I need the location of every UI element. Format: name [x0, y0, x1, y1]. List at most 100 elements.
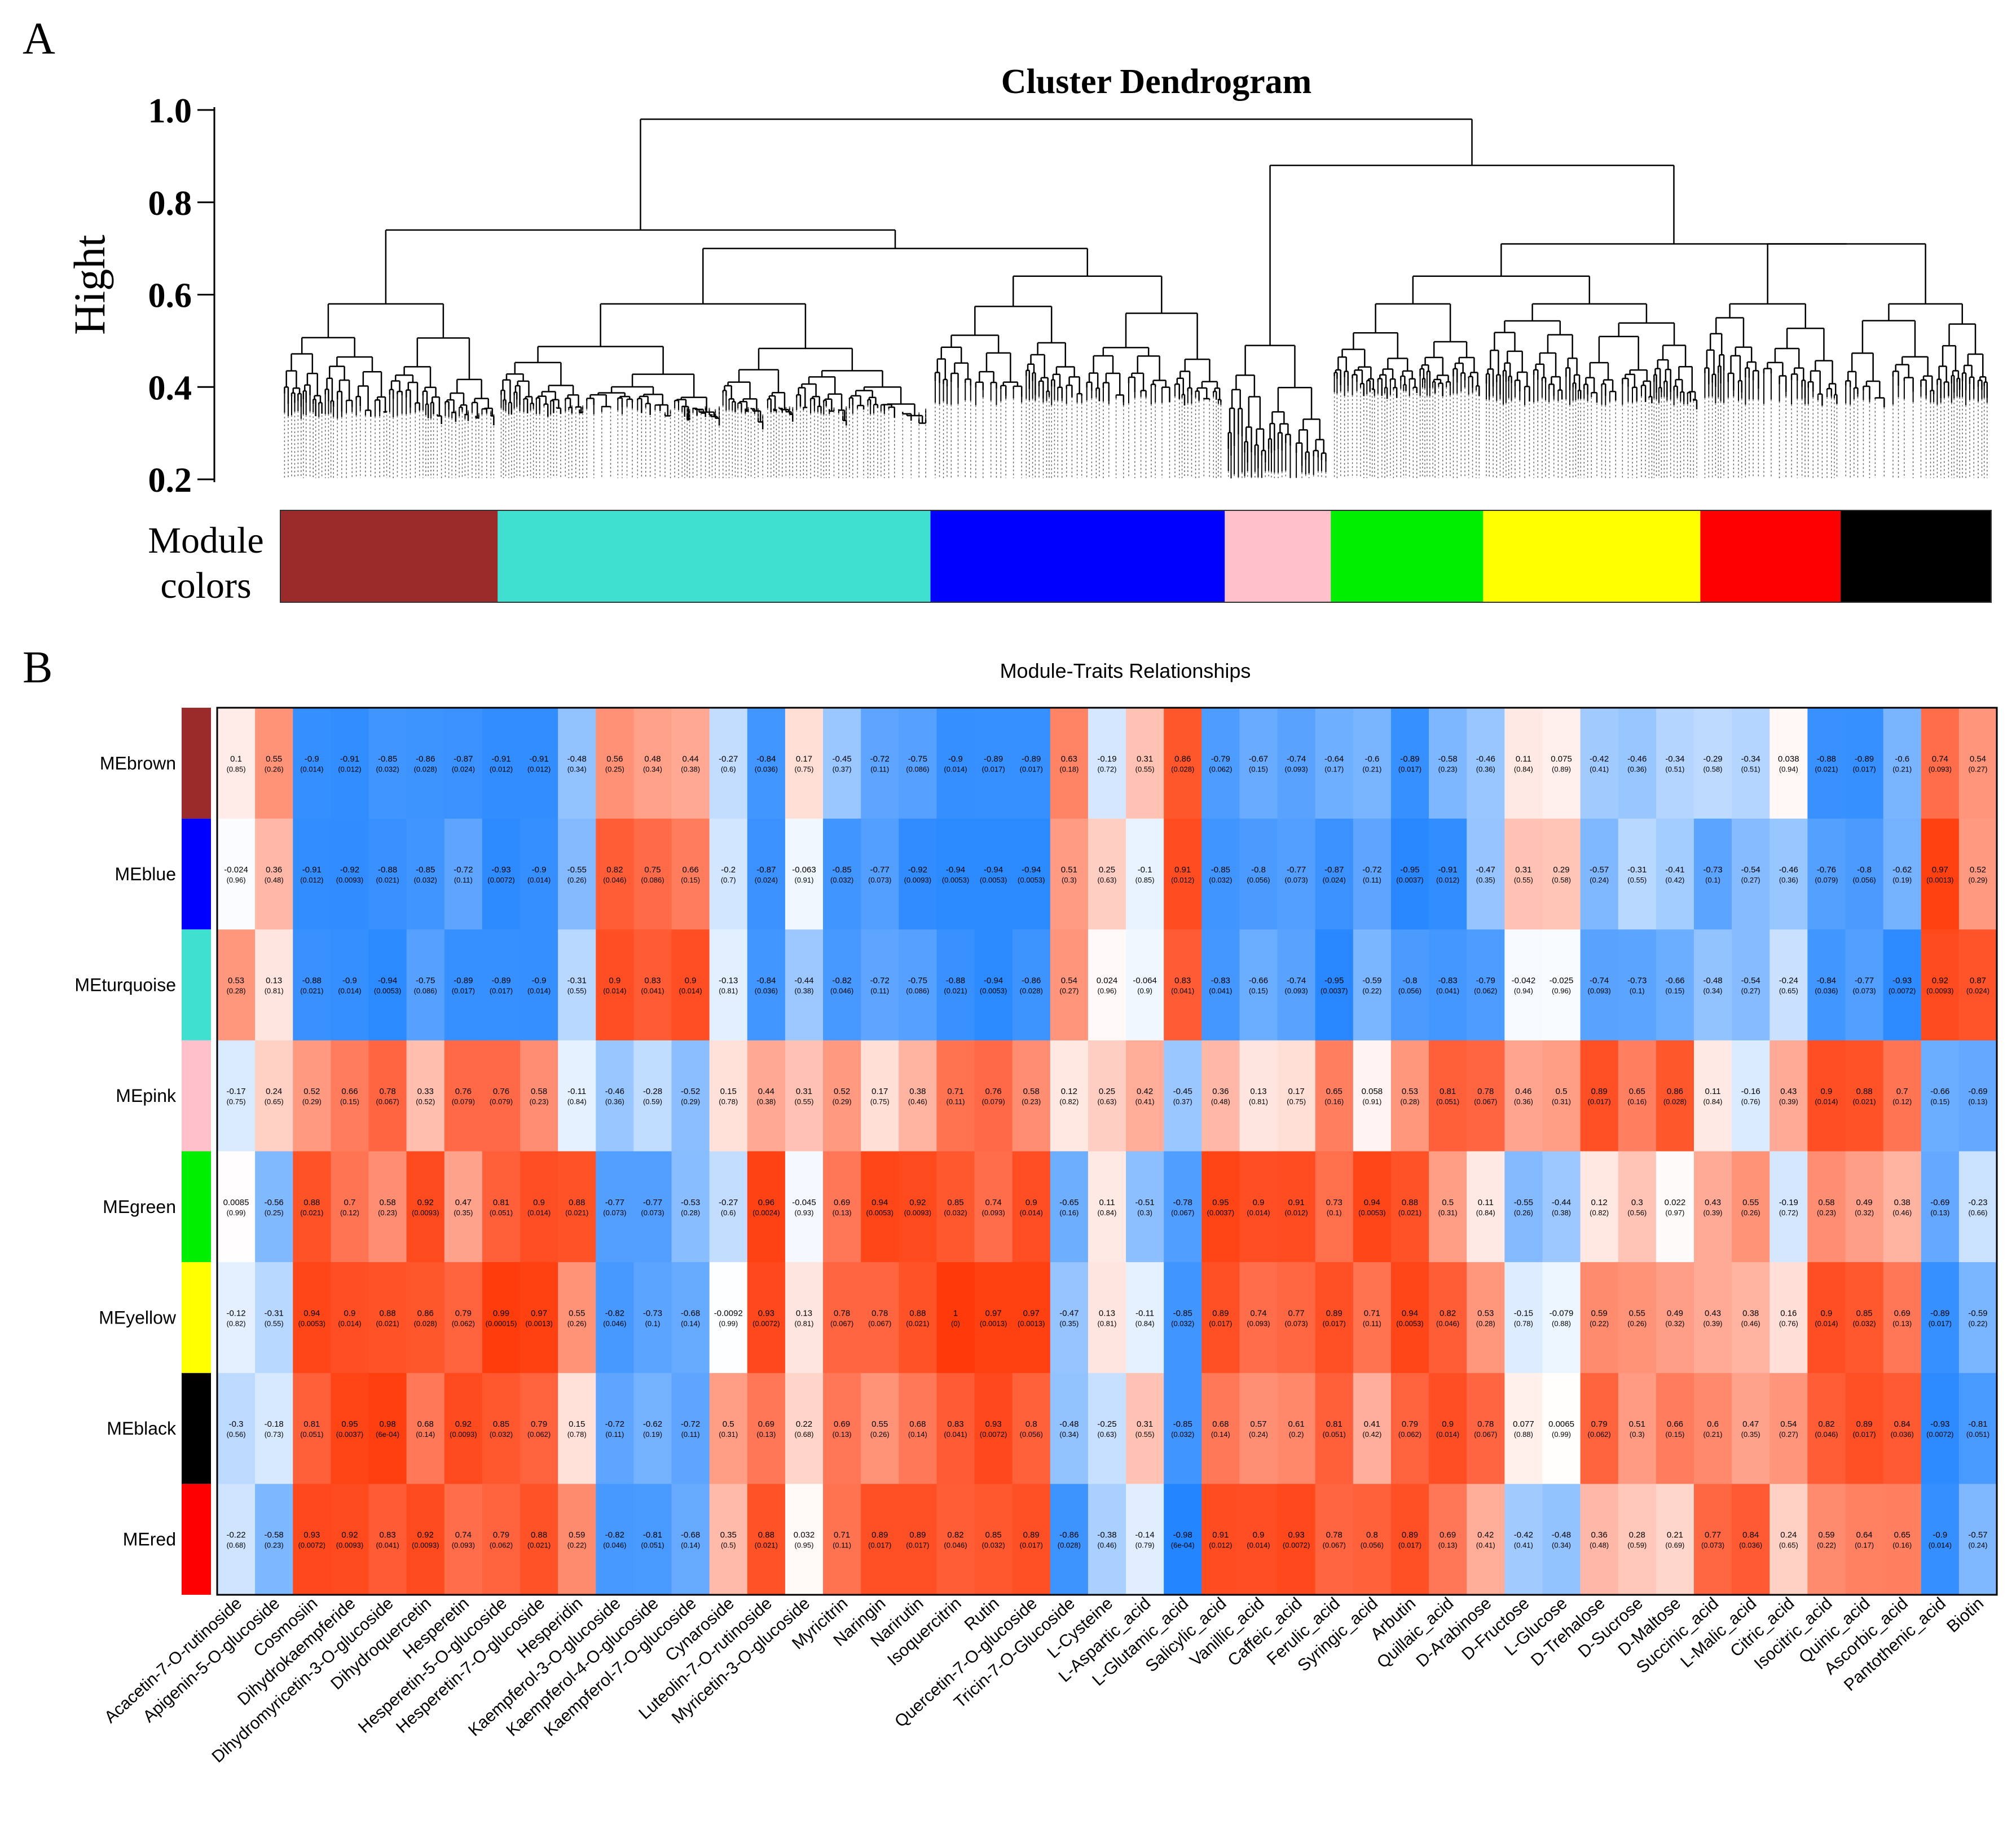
- heatmap-cell: [406, 1262, 445, 1374]
- cell-r-value: 0.5: [723, 1419, 734, 1429]
- cell-p-value: (0.0053): [1018, 876, 1045, 884]
- cell-p-value: (0.82): [227, 1319, 246, 1327]
- cell-p-value: (0.032): [1171, 1430, 1194, 1439]
- cell-r-value: -0.9: [1933, 1531, 1947, 1540]
- cell-r-value: 0.24: [1780, 1531, 1797, 1540]
- cell-p-value: (0.21): [1704, 1430, 1723, 1439]
- cell-r-value: -0.13: [719, 976, 738, 986]
- cell-p-value: (0.073): [603, 1208, 626, 1217]
- cell-p-value: (0.017): [1852, 765, 1876, 773]
- cell-r-value: 0.48: [644, 754, 661, 764]
- heatmap-cell: [1542, 1373, 1581, 1484]
- cell-p-value: (0.012): [1436, 876, 1459, 884]
- cell-p-value: (0.32): [1855, 1208, 1874, 1217]
- cell-r-value: -0.87: [756, 865, 776, 875]
- heatmap-cell: [1467, 1151, 1505, 1263]
- heatmap-cell: [1807, 1040, 1846, 1152]
- heatmap-cell: [1126, 708, 1164, 819]
- heatmap-cell: [1050, 1040, 1089, 1152]
- cell-r-value: -0.12: [226, 1308, 245, 1318]
- cell-p-value: (0.55): [1135, 1430, 1155, 1439]
- heatmap-cell: [1769, 1262, 1808, 1374]
- heatmap-cell: [368, 929, 407, 1041]
- module-bar-red: [1700, 510, 1841, 602]
- cell-p-value: (0.041): [1436, 987, 1459, 995]
- cell-p-value: (0.88): [1552, 1319, 1571, 1327]
- cell-r-value: -0.46: [1779, 865, 1798, 875]
- cell-r-value: -0.77: [1855, 976, 1874, 986]
- heatmap-cell: [1542, 1262, 1581, 1374]
- heatmap-cell: [1277, 1262, 1316, 1374]
- cell-p-value: (0.3): [1630, 1430, 1645, 1439]
- cell-p-value: (0.56): [1627, 1208, 1647, 1217]
- heatmap-cell: [1164, 1484, 1202, 1595]
- cell-r-value: 0.24: [266, 1087, 282, 1096]
- cell-p-value: (0.014): [527, 876, 551, 884]
- cell-p-value: (0.041): [1171, 987, 1194, 995]
- heatmap-cell: [1921, 1484, 1960, 1595]
- cell-p-value: (0.26): [265, 765, 284, 773]
- cell-r-value: -0.47: [1476, 865, 1495, 875]
- cell-p-value: (0.11): [681, 1430, 700, 1439]
- heatmap-cell: [331, 708, 369, 819]
- cell-p-value: (0.35): [454, 1208, 473, 1217]
- heatmap-cell: [1429, 1484, 1467, 1595]
- cell-p-value: (0.27): [1779, 1430, 1798, 1439]
- row-color-MEpink: [182, 1040, 211, 1152]
- heatmap-cell: [1353, 1484, 1392, 1595]
- cell-r-value: -0.84: [756, 754, 776, 764]
- cell-p-value: (0.017): [490, 987, 513, 995]
- cell-p-value: (0.22): [1817, 1541, 1836, 1550]
- heatmap-cell: [1164, 818, 1202, 930]
- cell-p-value: (0.017): [982, 765, 1005, 773]
- cell-p-value: (0.14): [681, 1541, 700, 1550]
- cell-p-value: (0.046): [603, 1319, 626, 1327]
- cell-p-value: (0.52): [416, 1097, 435, 1106]
- heatmap-cell: [596, 708, 635, 819]
- cell-p-value: (0.23): [1438, 765, 1458, 773]
- cell-r-value: -0.46: [605, 1087, 624, 1096]
- heatmap-title: Module-Traits Relationships: [1000, 659, 1251, 682]
- cell-r-value: 0.85: [985, 1531, 1002, 1540]
- cell-p-value: (0.36): [1779, 876, 1798, 884]
- cell-r-value: 0.58: [1818, 1198, 1834, 1207]
- cell-r-value: 0.57: [1250, 1419, 1266, 1429]
- heatmap-cell: [1807, 929, 1846, 1041]
- cell-r-value: 0.83: [644, 976, 661, 986]
- heatmap-cell: [1429, 1262, 1467, 1374]
- cell-p-value: (0.11): [870, 987, 889, 995]
- heatmap-cell: [1580, 1484, 1619, 1595]
- cell-p-value: (0.96): [227, 876, 246, 884]
- heatmap-cell: [406, 929, 445, 1041]
- cell-r-value: -0.57: [1968, 1531, 1987, 1540]
- cell-r-value: -0.95: [1324, 976, 1344, 986]
- cell-p-value: (0.046): [603, 876, 626, 884]
- cell-p-value: (0.16): [1892, 1541, 1912, 1550]
- heatmap-cell: [861, 1040, 899, 1152]
- heatmap-cell: [1769, 1484, 1808, 1595]
- cell-p-value: (0.0072): [1889, 987, 1916, 995]
- cell-p-value: (0.0093): [412, 1541, 439, 1550]
- cell-p-value: (0.15): [1930, 1097, 1949, 1106]
- cell-r-value: -0.042: [1512, 976, 1536, 986]
- cell-r-value: 0.92: [1932, 976, 1948, 986]
- heatmap-cell: [406, 1040, 445, 1152]
- cell-r-value: -0.78: [1173, 1198, 1192, 1207]
- cell-r-value: 0.92: [455, 1419, 472, 1429]
- cell-r-value: 0.86: [1667, 1087, 1683, 1096]
- cell-p-value: (0.073): [641, 1208, 664, 1217]
- cell-r-value: -0.68: [681, 1531, 700, 1540]
- heatmap-cell: [368, 708, 407, 819]
- cell-r-value: 0.51: [1629, 1419, 1645, 1429]
- cell-r-value: -0.27: [719, 754, 738, 764]
- cell-p-value: (0.75): [870, 1097, 890, 1106]
- heatmap-cell: [709, 1151, 748, 1263]
- cell-r-value: -0.94: [984, 976, 1003, 986]
- cell-p-value: (0.42): [1362, 1430, 1381, 1439]
- cell-r-value: 0.74: [1932, 754, 1948, 764]
- heatmap-cell: [1618, 818, 1657, 930]
- cell-p-value: (0.0024): [752, 1208, 780, 1217]
- heatmap-cell: [1201, 818, 1240, 930]
- heatmap-cell: [936, 708, 975, 819]
- cell-p-value: (0.16): [1324, 1097, 1344, 1106]
